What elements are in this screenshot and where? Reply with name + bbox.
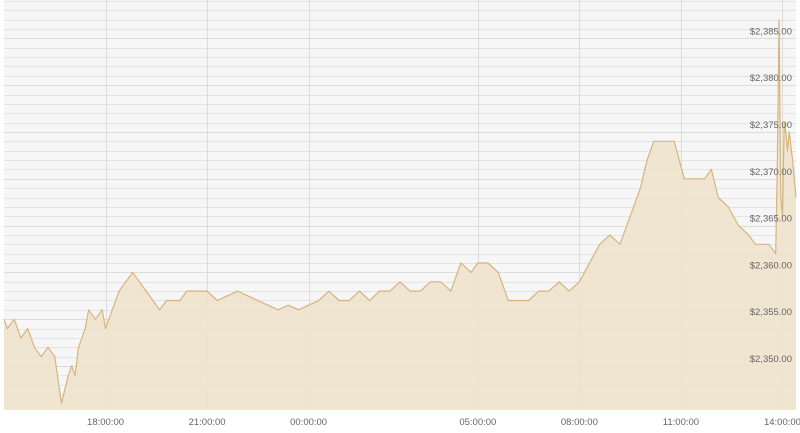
y-tick-label: $2,375.00: [750, 120, 792, 131]
x-tick-label: 18:00:00: [87, 417, 124, 428]
y-tick-label: $2,380.00: [750, 73, 792, 84]
y-tick-label: $2,385.00: [750, 26, 792, 37]
x-tick-label: 11:00:00: [663, 417, 699, 428]
x-tick-label: 00:00:00: [290, 417, 327, 428]
price-line: [3, 19, 797, 404]
x-tick-label: 05:00:00: [459, 417, 496, 428]
y-tick-label: $2,365.00: [750, 214, 792, 225]
y-tick-label: $2,370.00: [750, 167, 792, 178]
x-axis-labels: 18:00:00 21:00:00 00:00:00 05:00:00 08:00:00…: [87, 417, 800, 428]
y-axis-labels: $2,350.00 $2,355.00 $2,360.00 $2,365.00 $2,3…: [750, 26, 792, 365]
y-tick-label: $2,350.00: [750, 354, 792, 365]
y-tick-label: $2,355.00: [750, 307, 792, 318]
x-tick-label: 08:00:00: [561, 417, 598, 428]
y-tick-label: $2,360.00: [750, 260, 792, 271]
price-area: [4, 19, 796, 410]
x-tick-label: 21:00:00: [189, 417, 226, 428]
x-tick-label: 14:00:00: [764, 417, 800, 428]
